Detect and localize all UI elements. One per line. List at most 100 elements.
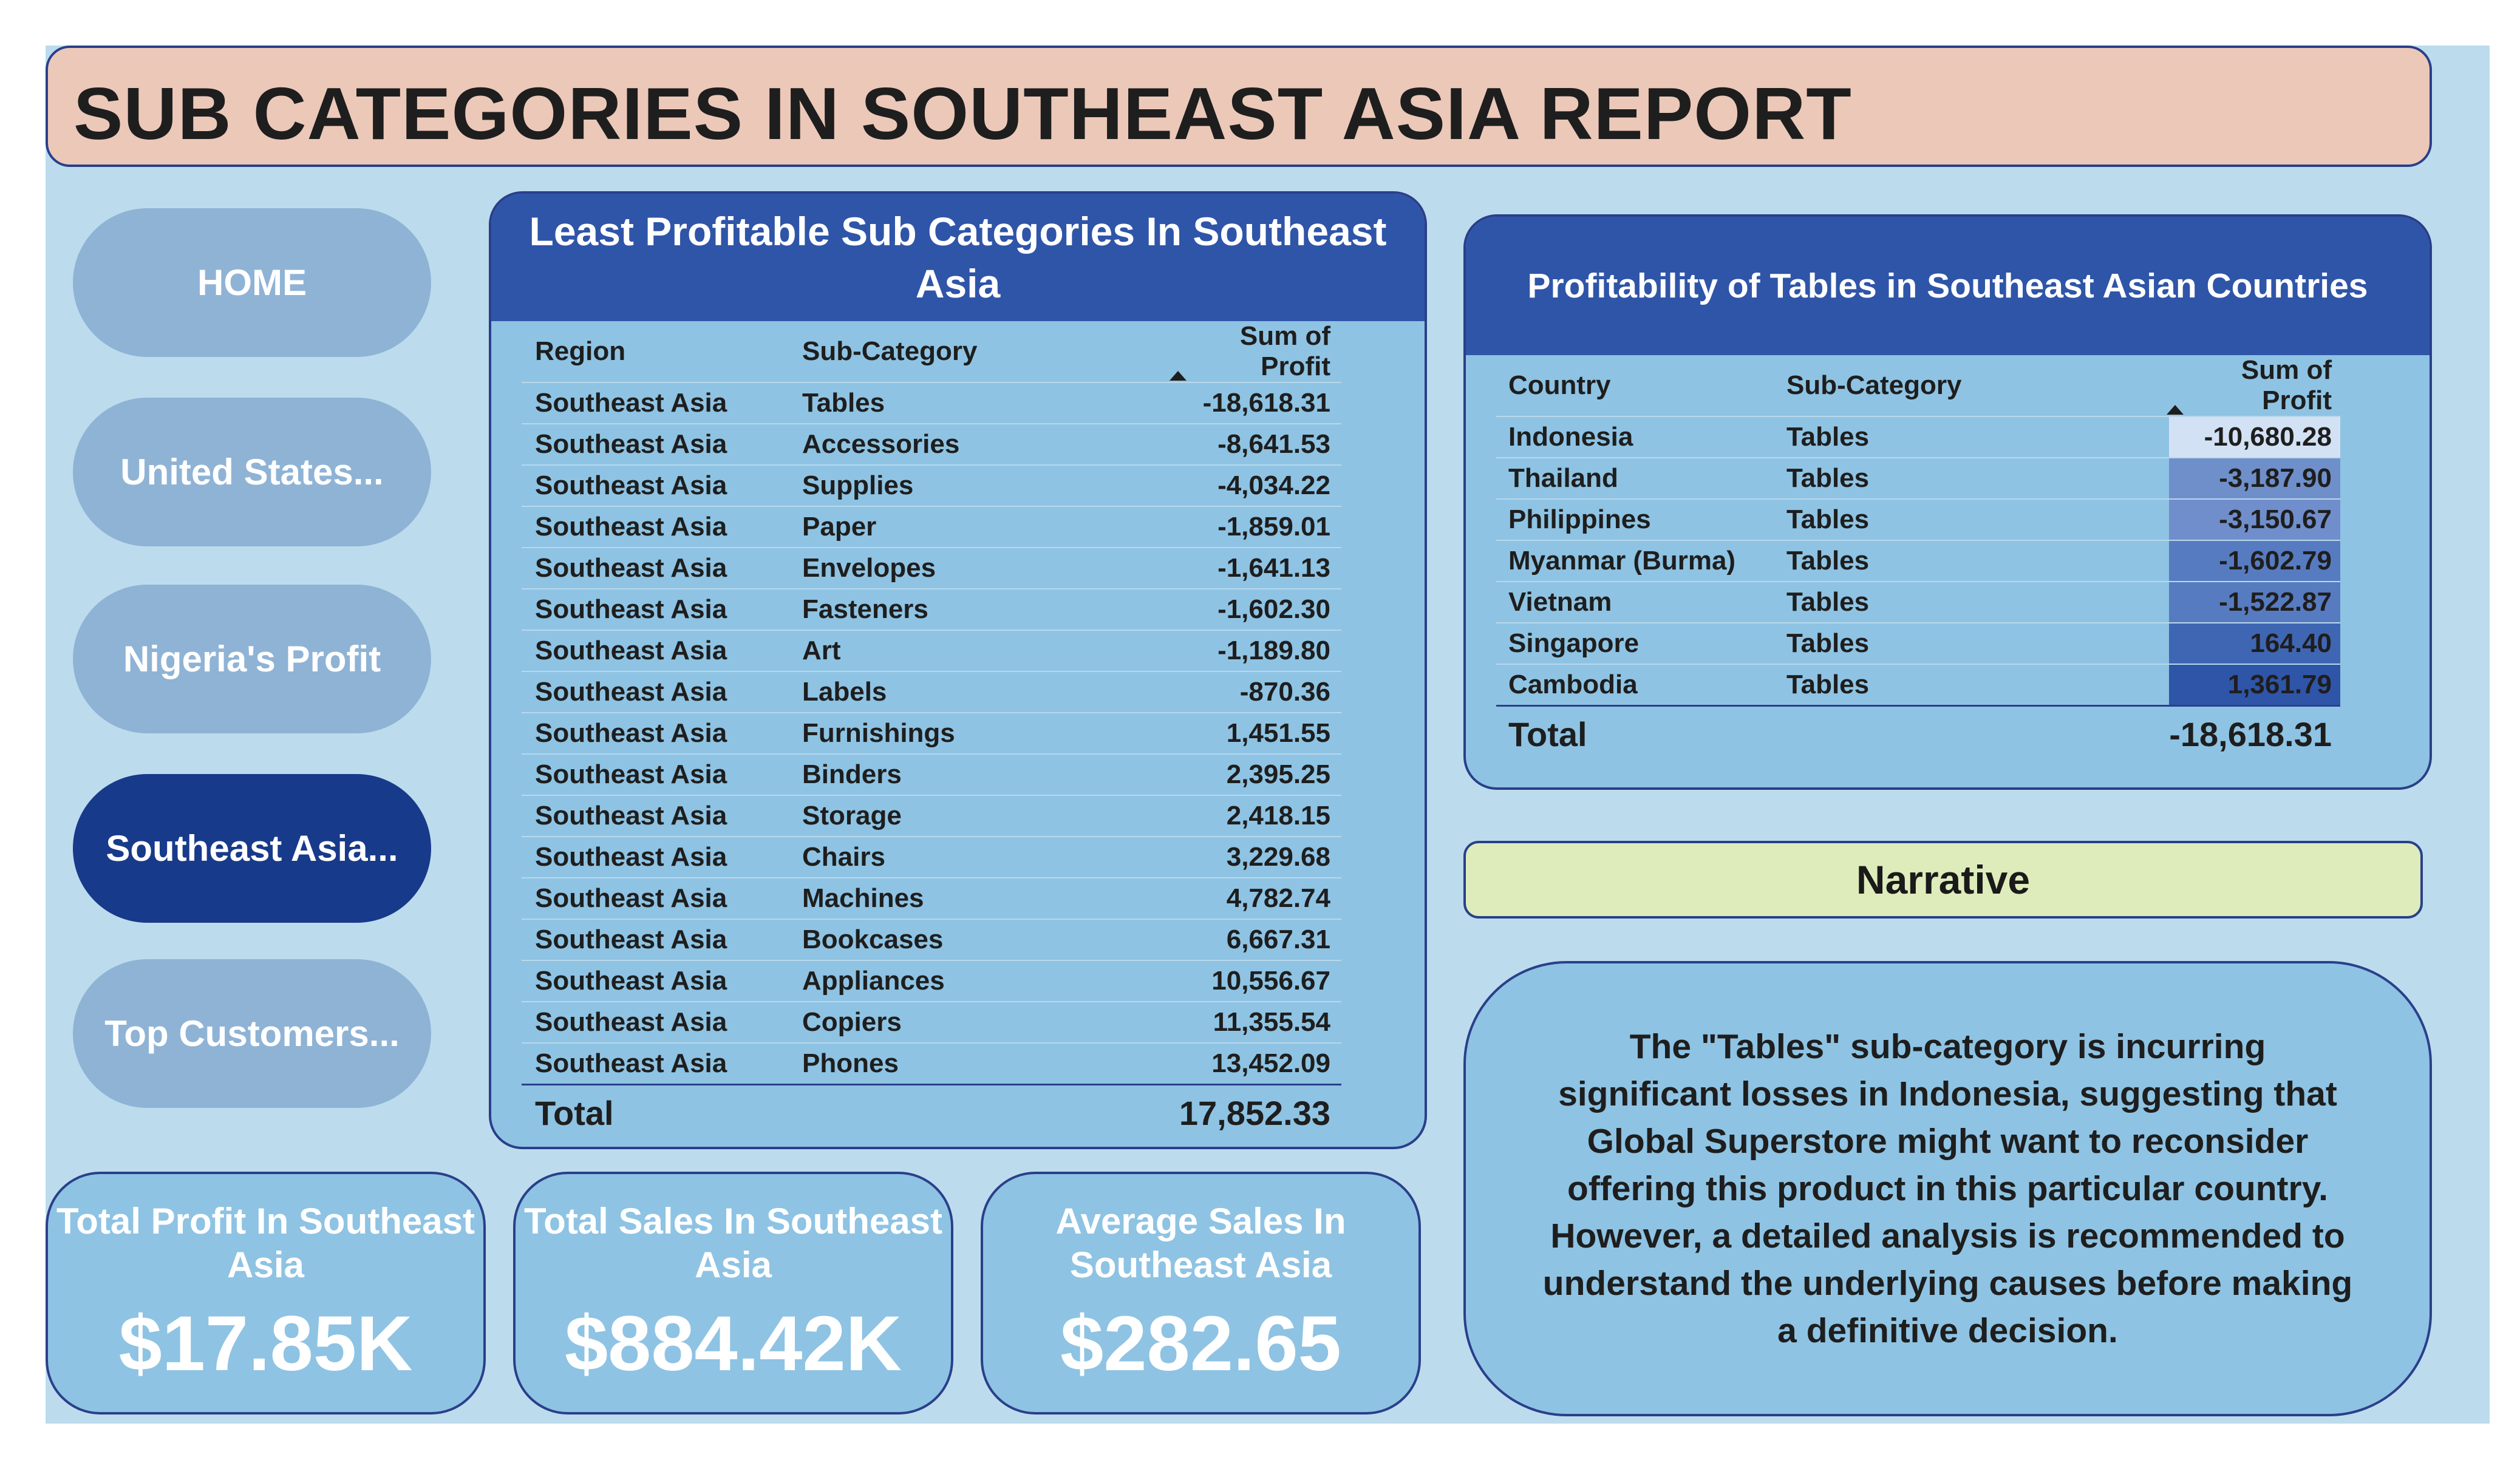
column-header-sum-of-profit-label: Sum of Profit [1239, 321, 1330, 381]
country-cell: Philippines [1496, 498, 1786, 540]
sub-category-cell: Tables [1786, 664, 2169, 706]
region-cell: Southeast Asia [522, 877, 802, 919]
table-row[interactable]: Southeast Asia Art -1,189.80 [522, 630, 1341, 671]
least-profitable-table-panel: Least Profitable Sub Categories In South… [489, 191, 1427, 1149]
sub-category-cell: Art [802, 630, 1173, 671]
profit-heat-cell: -1,522.87 [2169, 581, 2340, 623]
sub-category-cell: Tables [1786, 457, 2169, 499]
table-row[interactable]: Thailand Tables -3,187.90 [1496, 457, 2340, 499]
sub-category-cell: Paper [802, 506, 1173, 548]
profit-cell: 2,395.25 [1173, 753, 1341, 795]
region-cell: Southeast Asia [522, 588, 802, 630]
profit-cell: 3,229.68 [1173, 836, 1341, 878]
region-cell: Southeast Asia [522, 506, 802, 548]
profit-cell: -4,034.22 [1173, 464, 1341, 506]
table-row[interactable]: Southeast Asia Accessories -8,641.53 [522, 423, 1341, 465]
sort-ascending-icon[interactable] [1170, 371, 1187, 381]
table-row[interactable]: Myanmar (Burma) Tables -1,602.79 [1496, 540, 2340, 582]
table-row[interactable]: Southeast Asia Chairs 3,229.68 [522, 836, 1341, 878]
total-label: Total [1496, 705, 1786, 761]
tables-by-country-table: Country Sub-Category Sum of Profit Indon… [1496, 355, 2340, 761]
profit-heat-cell: 1,361.79 [2169, 664, 2340, 706]
column-header-sub-category[interactable]: Sub-Category [1786, 370, 1962, 400]
region-cell: Southeast Asia [522, 836, 802, 878]
sub-category-cell: Tables [1786, 622, 2169, 664]
table-row[interactable]: Southeast Asia Fasteners -1,602.30 [522, 588, 1341, 630]
table-row[interactable]: Southeast Asia Tables -18,618.31 [522, 382, 1341, 424]
nav-button-southeast-asia[interactable]: Southeast Asia... [73, 774, 431, 923]
region-cell: Southeast Asia [522, 960, 802, 1002]
tables-by-country-title: Profitability of Tables in Southeast Asi… [1466, 217, 2430, 355]
profit-heat-cell: 164.40 [2169, 622, 2340, 664]
narrative-text: The "Tables" sub-category is incurring s… [1542, 1027, 2353, 1350]
region-cell: Southeast Asia [522, 753, 802, 795]
kpi-label: Total Profit In Southeast Asia [56, 1201, 475, 1285]
country-cell: Thailand [1496, 457, 1786, 499]
profit-cell: -8,641.53 [1173, 423, 1341, 465]
sub-category-cell: Tables [1786, 416, 2169, 458]
nav-button-home[interactable]: HOME [73, 208, 431, 357]
kpi-value: $282.65 [1060, 1300, 1341, 1387]
table-row[interactable]: Southeast Asia Machines 4,782.74 [522, 877, 1341, 919]
table-row[interactable]: Cambodia Tables 1,361.79 [1496, 664, 2340, 706]
total-spacer [1786, 705, 2169, 761]
column-header-region[interactable]: Region [535, 336, 626, 366]
column-header-sub-category[interactable]: Sub-Category [802, 336, 978, 366]
table-row[interactable]: Southeast Asia Phones 13,452.09 [522, 1042, 1341, 1085]
sub-category-cell: Tables [1786, 498, 2169, 540]
region-cell: Southeast Asia [522, 1001, 802, 1043]
nav-button-united-states[interactable]: United States... [73, 398, 431, 546]
sub-category-cell: Machines [802, 877, 1173, 919]
nav-button-nigeria[interactable]: Nigeria's Profit [73, 585, 431, 733]
nav-button-top-customers[interactable]: Top Customers... [73, 959, 431, 1108]
region-cell: Southeast Asia [522, 1042, 802, 1085]
table-row[interactable]: Southeast Asia Envelopes -1,641.13 [522, 547, 1341, 589]
region-cell: Southeast Asia [522, 630, 802, 671]
table-row[interactable]: Southeast Asia Storage 2,418.15 [522, 795, 1341, 837]
table-row[interactable]: Southeast Asia Bookcases 6,667.31 [522, 919, 1341, 960]
least-profitable-table-title: Least Profitable Sub Categories In South… [491, 194, 1425, 321]
table-row[interactable]: Southeast Asia Appliances 10,556.67 [522, 960, 1341, 1002]
sub-category-cell: Supplies [802, 464, 1173, 506]
total-spacer [802, 1084, 1173, 1140]
column-header-sum-of-profit[interactable]: Sum of Profit [1170, 321, 1341, 382]
profit-cell: -1,602.30 [1173, 588, 1341, 630]
narrative-title: Narrative [1463, 841, 2423, 919]
sub-category-cell: Appliances [802, 960, 1173, 1002]
country-cell: Cambodia [1496, 664, 1786, 706]
table-row[interactable]: Singapore Tables 164.40 [1496, 622, 2340, 664]
profit-cell: -1,859.01 [1173, 506, 1341, 548]
sub-category-cell: Tables [802, 382, 1173, 424]
table-row[interactable]: Southeast Asia Labels -870.36 [522, 671, 1341, 713]
kpi-label: Average Sales In Southeast Asia [1055, 1201, 1346, 1285]
least-profitable-table-body: Southeast Asia Tables -18,618.31 Southeast … [522, 382, 1341, 1140]
table-row[interactable]: Vietnam Tables -1,522.87 [1496, 581, 2340, 623]
table-row[interactable]: Indonesia Tables -10,680.28 [1496, 416, 2340, 458]
table-total-row: Total -18,618.31 [1496, 705, 2340, 761]
profit-cell: -1,641.13 [1173, 547, 1341, 589]
region-cell: Southeast Asia [522, 919, 802, 960]
sort-ascending-icon[interactable] [2167, 405, 2184, 415]
column-header-sum-of-profit[interactable]: Sum of Profit [2167, 355, 2340, 416]
table-row[interactable]: Southeast Asia Supplies -4,034.22 [522, 464, 1341, 506]
page-title: SUB CATEGORIES IN SOUTHEAST ASIA REPORT [73, 72, 1852, 155]
profit-cell: 4,782.74 [1173, 877, 1341, 919]
sub-category-cell: Copiers [802, 1001, 1173, 1043]
table-row[interactable]: Southeast Asia Paper -1,859.01 [522, 506, 1341, 548]
table-row[interactable]: Philippines Tables -3,150.67 [1496, 498, 2340, 540]
table-row[interactable]: Southeast Asia Furnishings 1,451.55 [522, 712, 1341, 754]
region-cell: Southeast Asia [522, 382, 802, 424]
total-label: Total [522, 1084, 802, 1140]
kpi-value: $884.42K [564, 1300, 902, 1387]
column-header-country[interactable]: Country [1508, 370, 1611, 400]
profit-cell: 10,556.67 [1173, 960, 1341, 1002]
profit-heat-cell: -10,680.28 [2169, 416, 2340, 458]
country-cell: Indonesia [1496, 416, 1786, 458]
profit-cell: 13,452.09 [1173, 1042, 1341, 1085]
profit-cell: -1,189.80 [1173, 630, 1341, 671]
table-row[interactable]: Southeast Asia Copiers 11,355.54 [522, 1001, 1341, 1043]
table-row[interactable]: Southeast Asia Binders 2,395.25 [522, 753, 1341, 795]
sub-category-cell: Tables [1786, 581, 2169, 623]
kpi-card-total-sales: Total Sales In Southeast Asia $884.42K [513, 1172, 953, 1415]
region-cell: Southeast Asia [522, 671, 802, 713]
